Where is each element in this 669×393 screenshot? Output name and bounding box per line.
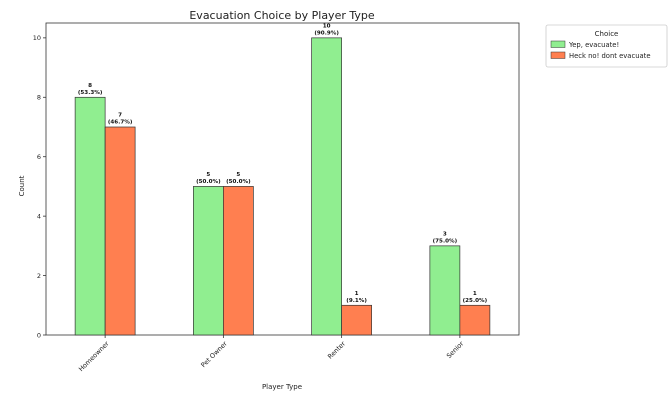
data-label: 8 (53.3%) [78,83,103,96]
plot-frame [45,22,520,336]
bar [459,304,491,336]
bar [74,96,106,336]
bar [223,186,254,336]
legend-label: Heck no! dont evacuate [569,52,651,60]
data-label: 7 (46.7%) [108,113,133,126]
bar [341,304,372,336]
x-tick-label: Pet Owner [199,340,229,370]
y-tick-label: 4 [37,212,41,220]
plot-area: 0 2 4 6 8 10 8 (53.3%) 7 (46.7%) Homeowner 5 (50.0%)… [33,22,520,374]
data-label: 5 (50.0%) [226,172,251,185]
data-label: 3 (75.0%) [433,231,458,244]
x-axis-title: Player Type [262,383,302,391]
bar [311,37,342,336]
y-tick-label: 8 [37,94,41,102]
bar [193,186,224,336]
legend-label: Yep, evacuate! [568,41,619,49]
x-tick-label: Renter [326,340,347,361]
bar [429,245,461,336]
y-tick-label: 6 [37,153,41,161]
legend: Choice Yep, evacuate! Heck no! dont evacu… [545,24,668,68]
legend-frame [545,24,668,68]
y-axis-title: Count [18,175,26,196]
x-tick-label: Homeowner [77,340,111,374]
data-label: 1 (25.0%) [463,291,488,304]
y-tick-label: 2 [37,272,41,280]
y-tick-label: 10 [33,34,41,42]
legend-swatch [550,51,566,59]
y-tick-label: 0 [37,331,41,339]
legend-title: Choice [595,30,619,38]
data-label: 1 (9.1%) [346,291,367,304]
chart-title: Evacuation Choice by Player Type [189,9,374,22]
bar [104,126,136,336]
legend-swatch [550,40,566,48]
x-tick-label: Senior [445,340,466,361]
data-label: 10 (90.9%) [314,23,339,36]
data-label: 5 (50.0%) [196,172,221,185]
